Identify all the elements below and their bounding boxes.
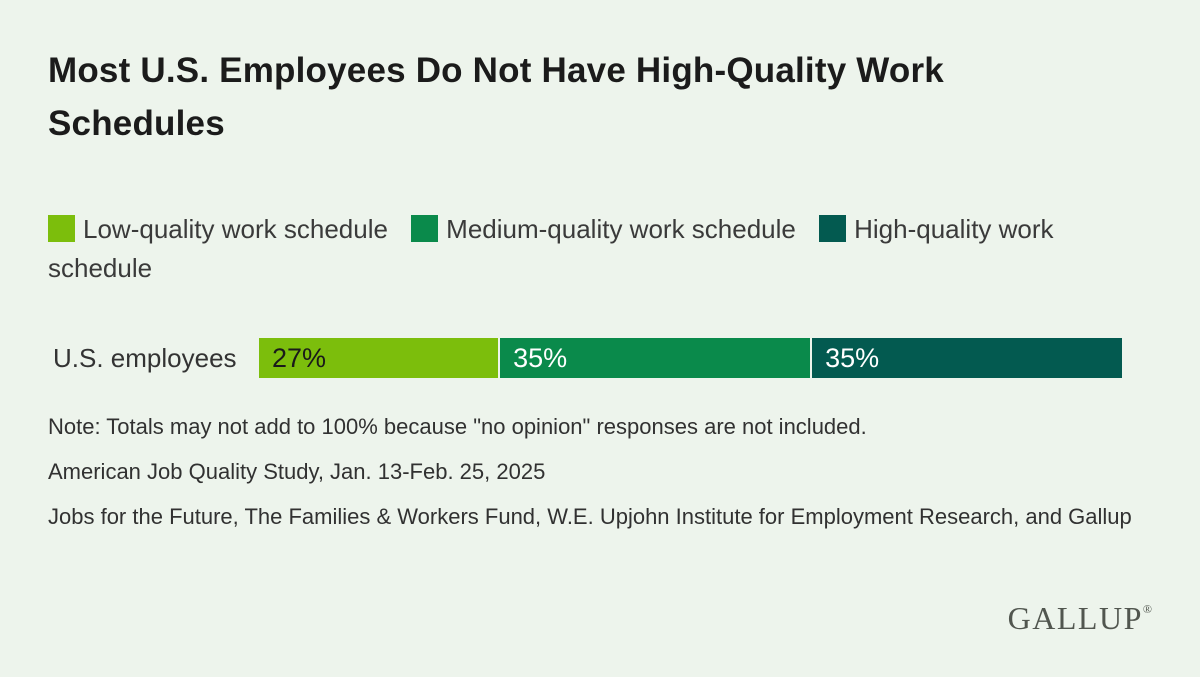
footnote-no-opinion: Note: Totals may not add to 100% because…	[48, 414, 867, 439]
category-label: U.S. employees	[53, 342, 237, 373]
footnote-source-orgs: Jobs for the Future, The Families & Work…	[48, 503, 1132, 529]
gallup-logo: GALLUP®	[1008, 600, 1152, 637]
bar-value-high-quality: 35%	[825, 342, 880, 373]
legend-label-low-quality: Low-quality work schedule	[83, 214, 388, 244]
legend-swatch-high-quality	[819, 215, 847, 242]
bar-segment-low-quality: 27%	[259, 338, 499, 378]
legend-swatch-low-quality	[48, 215, 75, 242]
chart-title: Most U.S. Employees Do Not Have High-Qua…	[48, 51, 944, 143]
footnote-study-dates: American Job Quality Study, Jan. 13-Feb.…	[48, 458, 546, 484]
registered-trademark-icon: ®	[1142, 602, 1152, 616]
bar-segment-medium-quality: 35%	[498, 338, 811, 378]
legend-label-high-quality: High-quality work schedule	[48, 214, 1054, 283]
bar-segment-high-quality: 35%	[810, 338, 1123, 378]
legend: Low-quality work schedule Medium-quality…	[48, 210, 1152, 288]
legend-item-high-quality: High-quality work schedule	[48, 214, 1054, 283]
legend-item-medium-quality: Medium-quality work schedule	[411, 214, 796, 244]
legend-item-low-quality: Low-quality work schedule	[48, 214, 388, 244]
legend-swatch-medium-quality	[411, 215, 439, 242]
footnotes: Note: Totals may not add to 100% because…	[48, 412, 1152, 532]
gallup-logo-text: GALLUP	[1007, 600, 1143, 636]
stacked-bar-chart: U.S. employees 27% 35% 35%	[48, 338, 1152, 378]
bar-us-employees: 27% 35% 35%	[259, 338, 1123, 378]
bar-value-medium-quality: 35%	[513, 342, 568, 373]
bar-value-low-quality: 27%	[272, 342, 327, 373]
legend-label-medium-quality: Medium-quality work schedule	[446, 214, 796, 244]
